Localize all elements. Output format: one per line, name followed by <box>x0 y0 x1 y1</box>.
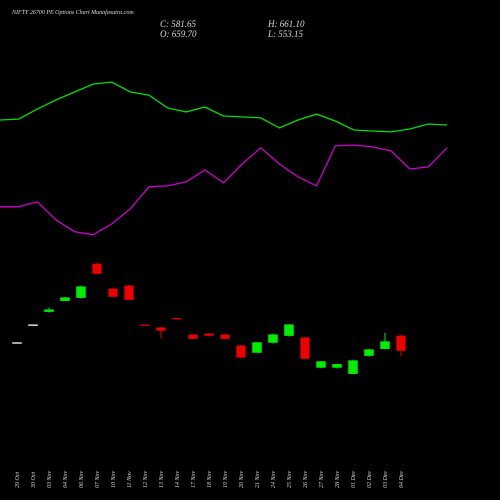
candle-body <box>300 337 310 359</box>
open-label: O: 659.70 <box>160 29 197 39</box>
candle-body <box>140 324 150 326</box>
x-tick-label: 19 Nov <box>223 470 229 488</box>
candle-body <box>252 342 262 353</box>
candle-body <box>156 327 166 331</box>
candle-body <box>44 309 54 312</box>
close-label: C: 581.65 <box>160 19 197 29</box>
x-tick-label: 13 Nov <box>159 470 165 488</box>
low-label: L: 553.15 <box>267 29 304 39</box>
x-tick-label: 27 Nov <box>319 470 325 488</box>
x-tick-label: 14 Nov <box>174 470 181 488</box>
x-tick-label: 03 Nov <box>47 470 53 488</box>
x-tick-label: 28 Nov <box>335 470 341 488</box>
x-tick-label: 10 Nov <box>111 470 117 488</box>
candle-body <box>204 333 214 336</box>
candle-body <box>268 334 278 343</box>
x-tick-label: 24 Nov <box>270 470 277 488</box>
candle-body <box>188 334 198 339</box>
x-tick-label: 11 Nov <box>127 471 133 488</box>
x-tick-label: 25 Nov <box>287 470 293 488</box>
overlay-line <box>0 144 448 236</box>
candle-body <box>316 361 326 368</box>
candle-body <box>92 263 102 275</box>
x-tick-label: 18 Nov <box>207 470 213 488</box>
candle-body <box>396 335 406 351</box>
x-tick-label: 01 Dec <box>351 471 357 488</box>
x-tick-label: 03 Dec <box>383 471 389 488</box>
x-tick-label: 12 Nov <box>143 470 149 488</box>
candle-body <box>236 345 246 358</box>
x-tick-label: 26 Nov <box>303 470 309 488</box>
x-tick-label: 06 Nov <box>79 470 85 488</box>
overlay-line <box>0 81 448 133</box>
candle-body <box>28 324 38 326</box>
x-tick-label: 04 Dec <box>398 471 405 488</box>
candle-body <box>60 297 70 301</box>
x-tick-label: 21 Nov <box>255 470 261 488</box>
x-tick-label: 02 Dec <box>367 471 373 488</box>
high-label: H: 661.10 <box>267 19 305 29</box>
x-tick-label: 20 Nov <box>239 470 245 488</box>
x-tick-label: 07 Nov <box>95 470 101 488</box>
candle-body <box>12 342 22 344</box>
candle-body <box>348 360 358 374</box>
x-tick-label: 29 Oct <box>15 472 21 488</box>
candle-body <box>332 364 342 368</box>
candle-body <box>284 324 294 336</box>
candle-body <box>364 349 374 356</box>
x-tick-label: 17 Nov <box>191 470 197 488</box>
candle-body <box>220 334 230 339</box>
x-tick-label: 30 Oct <box>31 472 37 489</box>
candle-body <box>124 285 134 300</box>
candle-body <box>108 288 118 297</box>
chart-title: NIFTY 26700 PE Options Chart Munafasutra… <box>11 9 134 16</box>
candle-body <box>380 341 390 349</box>
x-tick-label: 04 Nov <box>62 470 69 488</box>
candle-body <box>172 318 182 320</box>
candle-body <box>76 286 86 298</box>
